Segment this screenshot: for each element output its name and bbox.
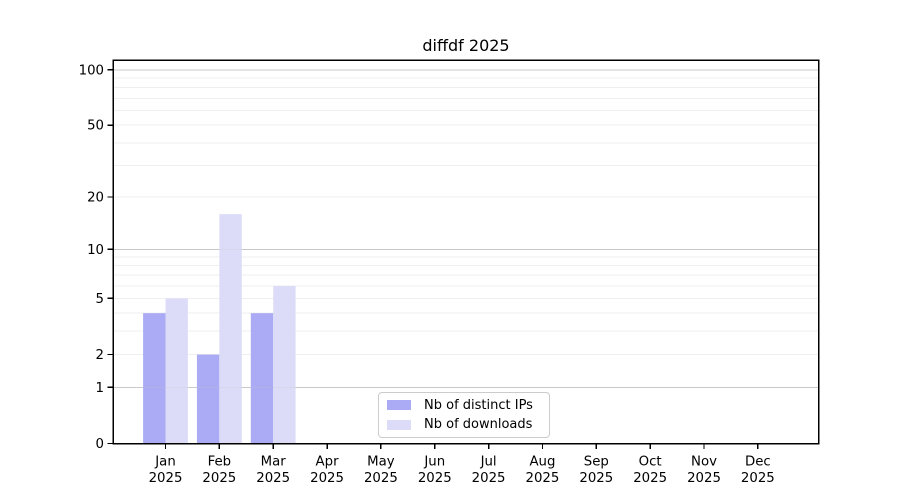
x-tick-label-year-nov: 2025 xyxy=(687,471,721,486)
x-tick-label-month-sep: Sep xyxy=(584,455,609,470)
y-tick-label-1: 1 xyxy=(96,381,104,396)
x-tick-label-month-apr: Apr xyxy=(316,455,340,470)
x-tick-label-year-aug: 2025 xyxy=(526,471,560,486)
x-tick-label-year-apr: 2025 xyxy=(310,471,344,486)
y-tick-label-5: 5 xyxy=(96,292,104,307)
bar-distinct-ips-jan xyxy=(143,313,166,444)
y-tick-label-10: 10 xyxy=(87,243,104,258)
x-tick-label-month-may: May xyxy=(367,455,395,470)
y-tick-label-100: 100 xyxy=(79,63,104,78)
x-tick-label-month-nov: Nov xyxy=(691,455,717,470)
legend-swatch-distinct-ips xyxy=(387,400,411,411)
bar-downloads-mar xyxy=(273,285,296,444)
x-tick-label-year-oct: 2025 xyxy=(633,471,667,486)
x-tick-label-month-jan: Jan xyxy=(154,455,176,470)
x-tick-label-year-may: 2025 xyxy=(364,471,398,486)
x-tick-label-year-mar: 2025 xyxy=(256,471,290,486)
x-tick-label-month-jul: Jul xyxy=(480,455,497,470)
legend-item-downloads: Nb of downloads xyxy=(387,417,541,434)
legend-swatch-downloads xyxy=(387,419,411,430)
x-tick-label-month-feb: Feb xyxy=(208,455,232,470)
x-tick-label-month-dec: Dec xyxy=(745,455,771,470)
plot-border xyxy=(112,59,820,445)
y-tick-label-20: 20 xyxy=(87,190,104,205)
bar-distinct-ips-mar xyxy=(250,313,274,444)
x-tick-label-year-sep: 2025 xyxy=(579,471,613,486)
legend-label-downloads: Nb of downloads xyxy=(424,417,533,433)
bar-distinct-ips-feb xyxy=(196,354,220,444)
x-tick-label-year-dec: 2025 xyxy=(741,471,775,486)
x-tick-label-month-aug: Aug xyxy=(529,455,555,470)
legend: Nb of distinct IPs Nb of downloads xyxy=(378,392,550,438)
y-tick-label-0: 0 xyxy=(96,437,104,452)
chart-title: diffdf 2025 xyxy=(422,36,510,55)
legend-label-distinct-ips: Nb of distinct IPs xyxy=(424,397,533,413)
legend-item-distinct-ips: Nb of distinct IPs xyxy=(387,397,541,414)
x-tick-label-year-feb: 2025 xyxy=(202,471,236,486)
x-tick-label-year-jan: 2025 xyxy=(149,471,183,486)
y-tick-label-50: 50 xyxy=(87,119,104,134)
bar-downloads-jan xyxy=(165,298,188,444)
x-tick-label-month-oct: Oct xyxy=(639,455,662,470)
y-tick-label-2: 2 xyxy=(96,348,104,363)
x-tick-label-year-jul: 2025 xyxy=(472,471,506,486)
x-tick-label-year-jun: 2025 xyxy=(418,471,452,486)
x-tick-label-month-jun: Jun xyxy=(423,455,445,470)
x-tick-label-month-mar: Mar xyxy=(261,455,287,470)
bar-downloads-feb xyxy=(219,214,242,444)
